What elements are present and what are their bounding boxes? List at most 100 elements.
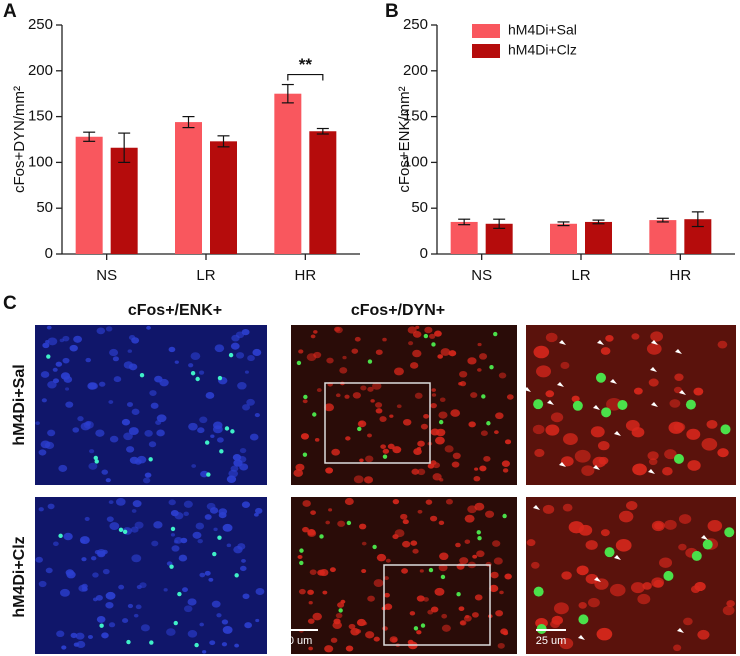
bar [550, 223, 577, 254]
cell [408, 341, 414, 346]
cell [140, 624, 150, 632]
cell [460, 620, 466, 625]
cell [122, 618, 129, 624]
cell [427, 463, 435, 469]
cfos-cell [94, 459, 99, 464]
cell [479, 465, 487, 472]
cell [345, 436, 351, 441]
cell [235, 352, 245, 359]
cell [307, 529, 317, 538]
cell [146, 325, 151, 330]
cell [89, 449, 95, 454]
cell [392, 446, 402, 454]
cell [375, 402, 383, 408]
cell [455, 542, 461, 548]
cell [373, 636, 380, 642]
cell [412, 548, 419, 554]
cell [101, 469, 109, 475]
cell [92, 597, 98, 602]
cell [451, 461, 460, 468]
cfos-cell [617, 399, 628, 410]
cell [178, 554, 188, 562]
cfos-cell [702, 539, 713, 550]
cfos-cell [194, 642, 199, 648]
cfos-cell [456, 592, 461, 597]
cell [191, 464, 197, 468]
cell [108, 622, 116, 628]
cell [131, 408, 140, 415]
cell [434, 330, 442, 337]
arrowhead [557, 382, 564, 387]
cell [35, 421, 40, 425]
cell [62, 335, 70, 342]
cell [130, 526, 139, 533]
cell [115, 498, 126, 506]
cfos-cell [58, 533, 63, 539]
cfos-cell [431, 342, 436, 347]
cell [501, 460, 510, 467]
cfos-cell [502, 513, 507, 519]
significance-bracket [287, 73, 324, 81]
cfos-cell [367, 359, 373, 364]
cfos-cell [663, 570, 674, 581]
cell [542, 504, 555, 514]
cfos-cell [195, 376, 200, 382]
bar [210, 141, 237, 254]
cfos-cell [170, 526, 176, 532]
cell [226, 543, 232, 548]
cell [199, 622, 205, 627]
cfos-cell [217, 535, 222, 540]
cell [474, 594, 483, 601]
cell [77, 416, 84, 422]
cell [156, 429, 165, 437]
cell [241, 558, 246, 563]
cell [438, 564, 448, 572]
cell [560, 361, 570, 370]
arrowhead [650, 367, 657, 372]
cell [631, 427, 645, 438]
x-tick-label: HR [669, 267, 691, 284]
cell [362, 621, 368, 626]
cell [41, 398, 47, 403]
cfos-cell [228, 352, 234, 358]
y-tick-label: 100 [28, 153, 53, 170]
bar [75, 136, 103, 254]
cell [222, 523, 233, 532]
cell [553, 602, 569, 615]
cell [494, 430, 499, 435]
cell [204, 570, 211, 576]
cell [409, 362, 419, 369]
cell [370, 399, 375, 403]
cfos-cell [299, 548, 304, 553]
cfos-cell [382, 454, 388, 459]
cfos-cell [578, 614, 589, 625]
y-tick-label: 100 [403, 153, 428, 170]
cfos-cell [493, 331, 498, 337]
cell [230, 342, 240, 350]
cell [707, 520, 723, 532]
cell [357, 420, 367, 428]
cell [345, 645, 354, 652]
cell [373, 579, 384, 587]
cell [402, 540, 411, 548]
cell [464, 539, 471, 544]
cell [389, 414, 394, 418]
cell [648, 378, 659, 387]
cell [693, 387, 704, 396]
cfos-cell [595, 372, 606, 383]
cell [312, 612, 322, 621]
cell [200, 470, 209, 478]
error-bar [217, 135, 230, 148]
cell [353, 475, 364, 484]
cell [432, 473, 442, 481]
cell [102, 568, 110, 575]
cell [188, 363, 194, 368]
cell [372, 382, 382, 390]
cell [444, 445, 454, 453]
cell [351, 348, 359, 354]
cell [533, 345, 550, 359]
cell [384, 592, 390, 598]
cell [239, 565, 247, 572]
cell [361, 541, 367, 546]
cell [246, 398, 255, 406]
